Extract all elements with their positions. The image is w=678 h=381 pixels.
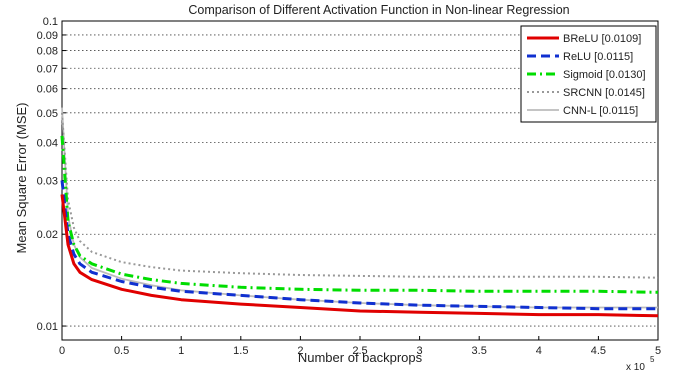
x-tick-label: 4 <box>536 345 542 357</box>
legend-label: SRCNN [0.0145] <box>563 87 645 99</box>
y-tick-label: 0.09 <box>37 30 58 42</box>
legend-label: BReLU [0.0109] <box>563 33 641 45</box>
x-tick-label: 0.5 <box>114 345 129 357</box>
legend-label: CNN-L [0.0115] <box>563 105 638 117</box>
legend-label: ReLU [0.0115] <box>563 51 633 63</box>
y-tick-label: 0.06 <box>37 84 58 96</box>
series-line-0 <box>60 194 659 318</box>
y-tick-label: 0.04 <box>37 137 58 149</box>
series-line-1 <box>60 180 658 311</box>
x-tick-label: 5 <box>655 345 661 357</box>
legend-label: Sigmoid [0.0130] <box>563 69 646 81</box>
y-tick-label: 0.05 <box>37 108 58 120</box>
x-tick-label: 1 <box>178 345 184 357</box>
y-tick-label: 0.01 <box>37 321 58 333</box>
series-line-3 <box>61 112 659 279</box>
y-tick-label: 0.08 <box>37 46 58 58</box>
x-axis-multiplier-exponent: 5 <box>650 355 655 364</box>
x-tick-label: 3 <box>417 345 423 357</box>
x-axis-label: Number of backprops <box>298 350 423 365</box>
series-line-2 <box>60 135 659 294</box>
x-tick-label: 0 <box>59 345 65 357</box>
y-tick-label: 0.03 <box>37 176 58 188</box>
x-tick-label: 2 <box>297 345 303 357</box>
chart-title: Comparison of Different Activation Funct… <box>188 3 569 17</box>
x-tick-label: 2.5 <box>352 345 367 357</box>
legend: BReLU [0.0109] ReLU [0.0115] Sigmoid [0.01… <box>520 25 657 123</box>
legend-box <box>520 25 657 123</box>
y-axis-label: Mean Square Error (MSE) <box>14 103 29 254</box>
x-tick-label: 1.5 <box>233 345 248 357</box>
y-tick-label: 0.07 <box>37 63 58 75</box>
x-tick-label: 3.5 <box>472 345 487 357</box>
x-tick-label: 4.5 <box>591 345 606 357</box>
y-tick-label: 0.1 <box>43 16 58 28</box>
x-axis-multiplier: x 10 <box>626 362 645 373</box>
y-tick-label: 0.02 <box>37 229 58 241</box>
